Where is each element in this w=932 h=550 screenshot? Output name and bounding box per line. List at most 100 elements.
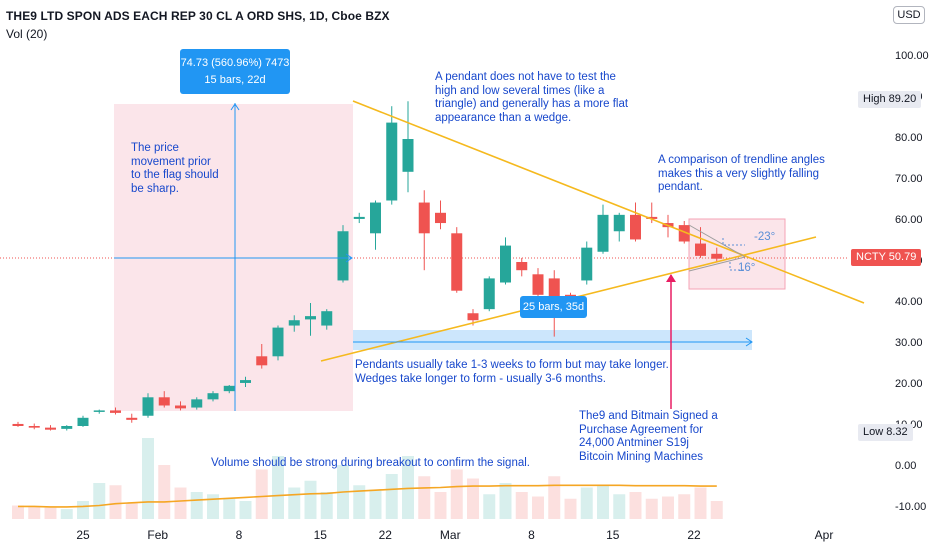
candle-body [12, 423, 24, 426]
note-pendant-test[interactable]: A pendant does not have to test the high… [435, 71, 629, 124]
candle-body [467, 313, 479, 321]
candle-body [240, 380, 251, 383]
candle-body [646, 216, 658, 219]
candle-body [548, 278, 560, 301]
price-tick: 0.00 [895, 460, 917, 472]
volume-bar [499, 483, 512, 519]
angle-arc-upper [722, 238, 745, 246]
volume-bar [304, 480, 317, 519]
volume-bar [125, 503, 138, 519]
time-tick: 25 [76, 528, 90, 542]
volume-bar [678, 494, 691, 519]
volume-bar [385, 474, 398, 519]
candle-body [142, 397, 154, 416]
candle-body [630, 214, 641, 240]
candle-body [418, 202, 430, 234]
candle-body [223, 385, 235, 392]
volume-bar [93, 483, 106, 519]
symbol-title: THE9 LTD SPON ADS EACH REP 30 CL A ORD S… [6, 9, 390, 23]
volume-bar [613, 494, 626, 519]
angle-line-lower [688, 256, 746, 272]
candle-body [435, 212, 446, 224]
volume-bar [353, 485, 366, 519]
candle-body [597, 214, 609, 252]
volume-bar [255, 469, 268, 519]
candle-body [175, 405, 186, 409]
volume-bar [158, 465, 171, 519]
catalyst-arrow-head [666, 274, 676, 282]
time-tick: 15 [606, 528, 620, 542]
volume-indicator-label[interactable]: Vol (20) [6, 27, 48, 41]
candle-body [581, 247, 593, 281]
angle-arc-lower [729, 262, 746, 271]
upper-trend-angle: -23° [754, 231, 776, 243]
volume-bar [223, 498, 236, 519]
candle-body [191, 399, 203, 408]
candle-body [370, 202, 381, 234]
volume-bar [597, 485, 609, 519]
measure-bars: 15 bars, 22d [204, 74, 266, 86]
candle-body [45, 427, 56, 430]
volume-bar [272, 456, 284, 519]
volume-bar [434, 492, 447, 519]
time-tick: 15 [313, 528, 327, 542]
candle-body [483, 278, 495, 310]
volume-bar [694, 487, 707, 519]
volume-bar [418, 476, 431, 519]
candle-body [386, 122, 398, 201]
volume-bar [645, 498, 658, 519]
note-price-sharp[interactable]: The price movement prior to the flag sho… [131, 142, 219, 195]
candle-body [678, 225, 690, 242]
price-tick: 100.00 [895, 50, 929, 62]
candle-body [126, 417, 138, 420]
candle-body [93, 410, 105, 412]
volume-bar [710, 501, 723, 519]
candle-body [613, 214, 625, 232]
time-tick: 8 [235, 528, 243, 542]
candle-body [711, 253, 723, 259]
candle-body [353, 216, 365, 219]
volume-bar [369, 489, 382, 519]
lower-trend-angle: 16° [738, 262, 756, 274]
candle-body [516, 262, 528, 271]
candle-body [288, 320, 300, 326]
volume-bar [12, 505, 24, 519]
volume-ma-line [18, 484, 717, 508]
note-bitmain[interactable]: The9 and Bitmain Signed a Purchase Agree… [579, 410, 718, 463]
price-tick: -10.00 [895, 501, 927, 513]
time-tick: Mar [439, 528, 461, 542]
volume-bar [60, 509, 73, 519]
note-weeks[interactable]: Pendants usually take 1-3 weeks to form … [355, 359, 669, 385]
volume-bar [483, 494, 496, 519]
price-tick: 40.00 [895, 296, 923, 308]
candle-body [28, 426, 40, 428]
candle-body [337, 231, 349, 281]
candle-body [451, 233, 463, 291]
candle-body [77, 417, 89, 426]
high-price-label: High 89.20 [858, 91, 922, 108]
measure-up-arrow [230, 103, 240, 111]
range-arrow-head [745, 337, 753, 347]
price-tick: 60.00 [895, 214, 923, 226]
candle-body [272, 327, 284, 357]
volume-bar [662, 496, 674, 519]
date-range-label[interactable]: 25 bars, 35d [520, 296, 587, 318]
volume-bar [239, 501, 252, 519]
price-tick: 20.00 [895, 378, 923, 390]
measure-label[interactable]: 74.73 (560.96%) 7473 15 bars, 22d [180, 49, 290, 94]
candle-body [305, 316, 316, 320]
volume-bar [288, 487, 301, 519]
time-tick: 22 [378, 528, 392, 542]
measure-right-arrow [345, 253, 353, 263]
volume-bar [467, 478, 479, 519]
last-price-label: NCTY 50.79 [851, 249, 922, 266]
volume-bar [174, 487, 187, 519]
measure-change: 74.73 (560.96%) 7473 [180, 57, 290, 69]
candle-body [321, 311, 333, 326]
currency-button[interactable]: USD [893, 6, 925, 24]
note-volume[interactable]: Volume should be strong during breakout … [211, 457, 530, 469]
low-price-label: Low 8.32 [858, 424, 913, 441]
candle-body [110, 410, 121, 413]
note-trendline-compare[interactable]: A comparison of trendline angles makes t… [658, 154, 825, 193]
